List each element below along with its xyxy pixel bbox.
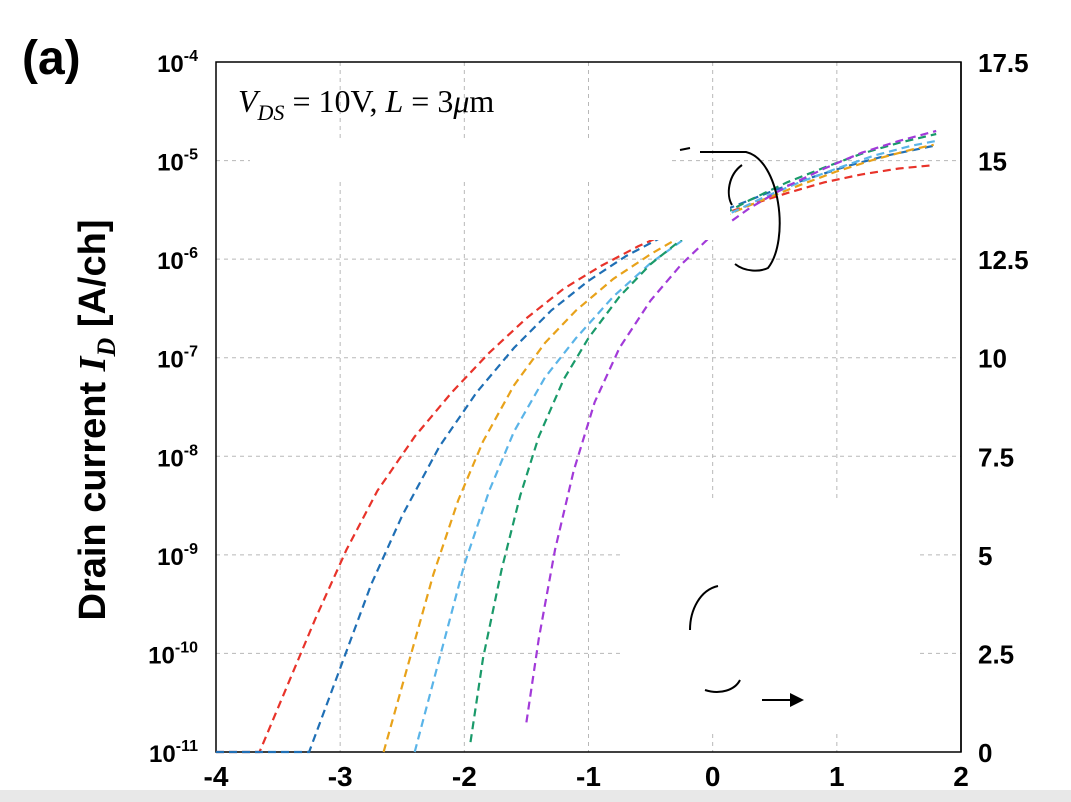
x-tick-label: 0 <box>705 761 721 792</box>
y2-tick-label: 17.5 <box>978 48 1029 78</box>
y-tick-label: 10-7 <box>157 344 198 374</box>
y-tick-label: 10-10 <box>148 639 198 669</box>
bottom-strip <box>0 790 1071 802</box>
y-axis-label: Drain current ID [A/ch] <box>72 220 121 621</box>
x-tick-label: -4 <box>204 761 229 792</box>
lower-curve-arc <box>689 585 719 631</box>
upper-arc-lead <box>679 147 691 151</box>
y2-tick-label: 0 <box>978 738 992 768</box>
y-tick-label: 10-9 <box>157 541 198 571</box>
y2-tick-label: 5 <box>978 541 992 571</box>
y-tick-label: 10-5 <box>157 147 198 177</box>
left-tick-labels: 10-4 10-5 10-6 10-7 10-8 10-9 10-10 10-11 <box>148 48 198 768</box>
y-tick-label: 10-11 <box>149 738 198 768</box>
right-tick-labels: 17.5 15 12.5 10 7.5 5 2.5 0 <box>978 48 1029 768</box>
upper-curve-arc-inner <box>727 164 743 206</box>
bottom-tick-labels: -4 -3 -2 -1 0 1 2 <box>204 761 969 792</box>
x-tick-label: -1 <box>576 761 601 792</box>
upper-curve-arc <box>700 151 781 272</box>
y2-tick-label: 12.5 <box>978 245 1029 275</box>
series-line-3 <box>382 143 934 753</box>
y-tick-label: 10-6 <box>157 245 198 275</box>
x-tick-label: 2 <box>953 761 969 792</box>
condition-annotation: VDS = 10V, L = 3μm <box>238 83 494 125</box>
series-line-6 <box>525 129 937 723</box>
y-tick-label: 10-4 <box>157 48 198 78</box>
y2-tick-label: 10 <box>978 344 1007 374</box>
masked-regions <box>250 80 1002 750</box>
y2-tick-label: 2.5 <box>978 639 1014 669</box>
series-line-1 <box>216 164 931 754</box>
y-tick-label: 10-8 <box>157 442 198 472</box>
lower-curve-arc-2 <box>704 679 741 693</box>
series-layer <box>216 129 937 754</box>
y2-tick-label: 7.5 <box>978 442 1014 472</box>
right-arrow-icon <box>790 693 804 707</box>
x-tick-label: -2 <box>452 761 477 792</box>
panel-label: (a) <box>22 32 81 85</box>
y2-tick-label: 15 <box>978 147 1007 177</box>
annotation-marks <box>679 147 796 701</box>
x-tick-label: 1 <box>829 761 845 792</box>
series-line-2 <box>216 144 934 754</box>
x-tick-label: -3 <box>328 761 353 792</box>
